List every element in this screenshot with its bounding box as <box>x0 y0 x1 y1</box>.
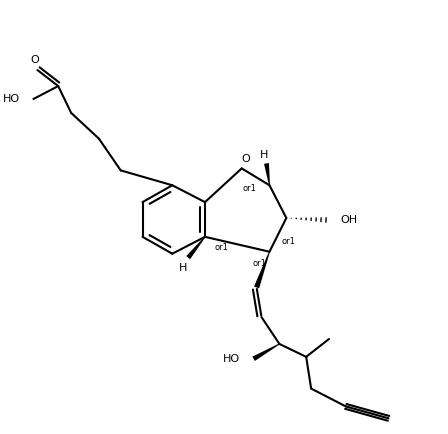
Text: HO: HO <box>223 354 240 364</box>
Text: or1: or1 <box>281 237 295 246</box>
Text: OH: OH <box>340 215 357 225</box>
Polygon shape <box>186 237 205 259</box>
Text: H: H <box>179 263 187 273</box>
Polygon shape <box>264 163 270 185</box>
Polygon shape <box>252 344 280 361</box>
Polygon shape <box>254 252 270 288</box>
Text: or1: or1 <box>215 243 229 252</box>
Text: or1: or1 <box>253 259 267 268</box>
Text: HO: HO <box>2 94 20 104</box>
Text: O: O <box>241 155 250 164</box>
Text: or1: or1 <box>243 184 257 193</box>
Text: H: H <box>260 150 269 160</box>
Text: O: O <box>30 55 39 65</box>
